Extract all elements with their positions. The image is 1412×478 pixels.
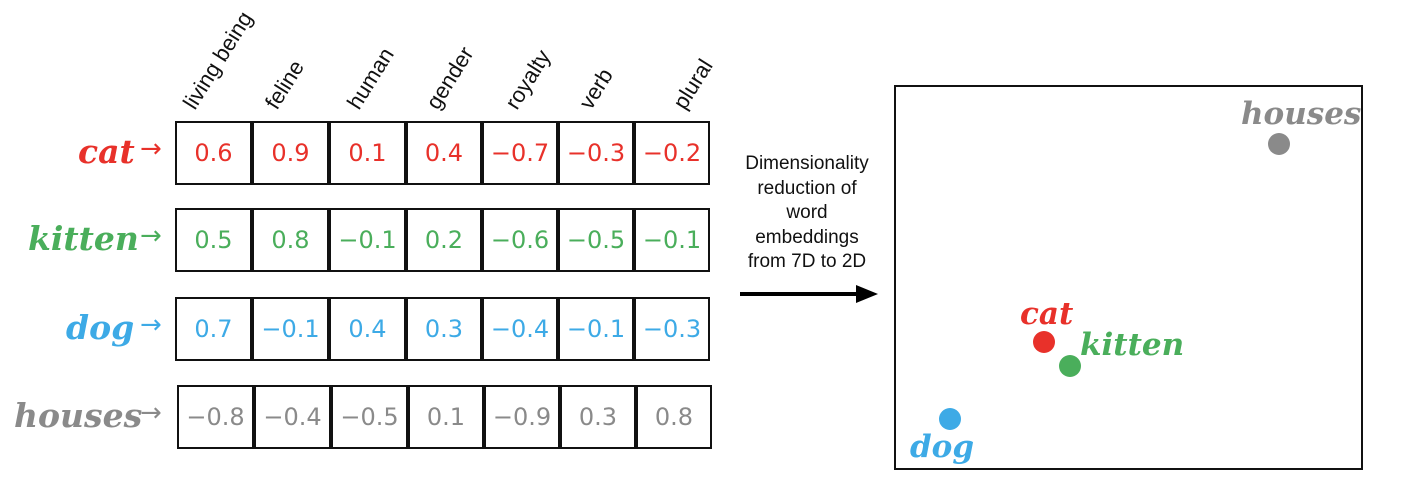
word-label-kitten: kitten (28, 219, 139, 258)
embedding-cell: −0.5 (331, 385, 408, 449)
embedding-row-cat: cat → 0.6 0.9 0.1 0.4 −0.7 −0.3 −0.2 (0, 121, 720, 185)
feature-label-feline: feline (259, 55, 310, 114)
point-houses (1268, 133, 1290, 155)
feature-label-verb: verb (573, 63, 618, 114)
reduction-caption: Dimensionality reduction of word embeddi… (722, 152, 892, 275)
feature-label-living-being: living being (177, 6, 258, 114)
embedding-cell: 0.9 (252, 121, 329, 185)
embedding-cell: −0.6 (482, 208, 558, 272)
embedding-cell: 0.1 (329, 121, 406, 185)
caption-line: word (786, 202, 828, 223)
feature-label-royalty: royalty (499, 45, 556, 114)
row-arrow-icon: → (140, 221, 162, 251)
word-label-dog: dog (66, 308, 135, 347)
embedding-row-kitten: kitten → 0.5 0.8 −0.1 0.2 −0.6 −0.5 −0.1 (0, 208, 720, 272)
embedding-cell: −0.3 (558, 121, 634, 185)
point-dog (939, 408, 961, 430)
embedding-cell: −0.4 (254, 385, 331, 449)
embedding-cell: 0.6 (175, 121, 252, 185)
caption-line: embeddings (755, 226, 859, 248)
word-label-cat: cat (78, 132, 135, 171)
caption-line: reduction of (757, 177, 857, 199)
embedding-cell: 0.1 (408, 385, 484, 449)
row-arrow-icon: → (140, 310, 162, 340)
embedding-cell: 0.4 (329, 297, 406, 361)
point-label-kitten: kitten (1080, 327, 1185, 363)
word-label-houses: houses (14, 396, 143, 435)
embedding-cell: 0.8 (636, 385, 712, 449)
embedding-cell: −0.2 (634, 121, 710, 185)
embedding-cell: 0.3 (560, 385, 636, 449)
feature-label-human: human (341, 43, 399, 114)
caption-line: from 7D to 2D (747, 251, 867, 272)
embedding-cell: −0.1 (558, 297, 634, 361)
embedding-row-houses: houses → −0.8 −0.4 −0.5 0.1 −0.9 0.3 0.8 (0, 385, 720, 449)
point-kitten (1059, 355, 1081, 377)
embedding-cell: −0.4 (482, 297, 558, 361)
point-label-dog: dog (910, 429, 975, 465)
embedding-cell: −0.5 (558, 208, 634, 272)
embedding-cell: 0.5 (175, 208, 252, 272)
embedding-cell: 0.4 (406, 121, 482, 185)
embedding-row-dog: dog → 0.7 −0.1 0.4 0.3 −0.4 −0.1 −0.3 (0, 297, 720, 361)
embedding-cell: 0.8 (252, 208, 329, 272)
feature-label-gender: gender (420, 42, 479, 114)
embedding-cell: −0.1 (634, 208, 710, 272)
embedding-cell: 0.3 (406, 297, 482, 361)
embedding-cell: −0.1 (252, 297, 329, 361)
embedding-cell: 0.7 (175, 297, 252, 361)
embedding-cell: −0.9 (484, 385, 560, 449)
caption-line: Dimensionality (745, 153, 869, 174)
right-arrow-icon (740, 285, 878, 303)
embedding-cell: −0.8 (177, 385, 254, 449)
point-label-houses: houses (1241, 96, 1362, 132)
point-label-cat: cat (1020, 296, 1074, 332)
embedding-cell: −0.3 (634, 297, 710, 361)
embedding-cell: −0.1 (329, 208, 406, 272)
embedding-cell: −0.7 (482, 121, 558, 185)
point-cat (1033, 331, 1055, 353)
embedding-2d-plot: houses cat kitten dog (894, 85, 1363, 470)
embedding-cell: 0.2 (406, 208, 482, 272)
feature-label-plural: plural (667, 54, 718, 114)
row-arrow-icon: → (140, 398, 162, 428)
row-arrow-icon: → (140, 134, 162, 164)
